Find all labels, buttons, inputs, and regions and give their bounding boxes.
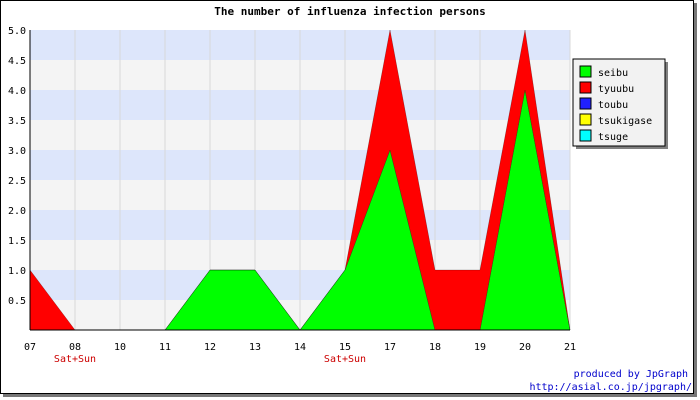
credit-line-1: produced by JpGraph [574,369,688,380]
x-tick-label: 15 [339,342,351,353]
legend-swatch-tsukigase [579,113,592,126]
legend-swatch-tsuge [579,129,592,142]
x-tick-label: 10 [114,342,126,353]
x-annotation: Sat+Sun [54,354,96,365]
chart-title: The number of influenza infection person… [214,5,486,18]
x-tick-labels: 07 08 10 11 12 13 14 15 17 18 19 20 21 [24,342,576,353]
area-tyuubu [29,29,571,331]
legend-swatch-tyuubu [579,81,592,94]
x-annotations: Sat+Sun Sat+Sun [54,354,366,365]
y-tick-label: 1.0 [8,266,26,277]
x-tick-label: 11 [159,342,171,353]
legend-label-tsukigase: tsukigase [598,116,652,127]
legend-label-toubu: toubu [598,100,628,111]
y-tick-label: 5.0 [8,26,26,37]
y-tick-label: 2.0 [8,206,26,217]
y-tick-label: 0.5 [8,296,26,307]
y-tick-label: 4.0 [8,86,26,97]
legend-label-seibu: seibu [598,68,628,79]
x-annotation: Sat+Sun [324,354,366,365]
y-tick-labels: 0.5 1.0 1.5 2.0 2.5 3.0 3.5 4.0 4.5 5.0 [8,26,26,307]
x-tick-label: 13 [249,342,261,353]
y-tick-label: 3.5 [8,116,26,127]
y-tick-label: 4.5 [8,56,26,67]
legend-swatch-toubu [579,97,592,110]
x-tick-label: 17 [384,342,396,353]
x-tick-label: 12 [204,342,216,353]
x-tick-label: 08 [69,342,81,353]
x-tick-label: 21 [564,342,576,353]
legend-label-tyuubu: tyuubu [598,84,634,95]
x-tick-label: 18 [429,342,441,353]
y-tick-label: 1.5 [8,236,26,247]
x-tick-label: 20 [519,342,531,353]
x-tick-label: 19 [474,342,486,353]
legend: seibu tyuubu toubu tsukigase tsuge [572,58,668,149]
legend-swatch-seibu [579,65,592,78]
x-tick-label: 14 [294,342,306,353]
x-tick-label: 07 [24,342,36,353]
y-tick-label: 3.0 [8,146,26,157]
legend-label-tsuge: tsuge [598,132,628,143]
credit-line-2[interactable]: http://asial.co.jp/jpgraph/ [529,382,692,393]
y-tick-label: 2.5 [8,176,26,187]
